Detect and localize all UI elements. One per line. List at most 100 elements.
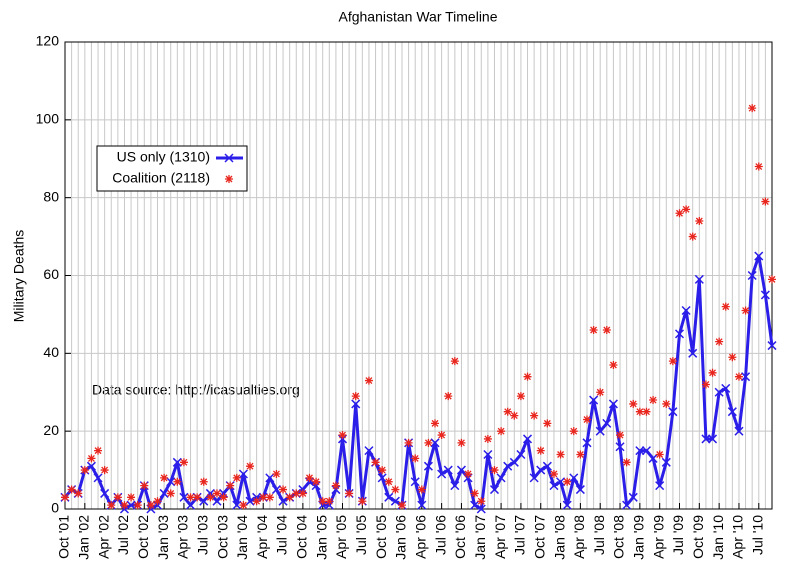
coalition-point <box>431 419 440 428</box>
coalition-point <box>761 197 770 206</box>
us-point <box>384 492 394 502</box>
coalition-point <box>701 380 710 389</box>
coalition-point <box>199 477 208 486</box>
coalition-point <box>358 497 367 506</box>
coalition-point <box>345 489 354 498</box>
us-point <box>199 496 209 506</box>
coalition-point <box>563 477 572 486</box>
us-point <box>536 465 546 475</box>
coalition-point <box>510 411 519 420</box>
x-tick-label: Oct '05 <box>373 515 389 559</box>
us-point <box>245 496 255 506</box>
legend-box <box>96 145 248 192</box>
coalition-point <box>708 368 717 377</box>
x-tick-label: Apr '03 <box>175 515 191 559</box>
us-point <box>582 438 592 448</box>
coalition-point <box>741 306 750 315</box>
us-point <box>714 387 724 397</box>
us-point <box>615 442 625 452</box>
us-point <box>166 477 176 487</box>
y-tick-label: 40 <box>43 344 59 360</box>
coalition-point <box>351 392 360 401</box>
us-point <box>470 500 480 510</box>
coalition-point <box>457 438 466 447</box>
us-point <box>265 473 275 483</box>
coalition-point <box>721 302 730 311</box>
coalition-point <box>371 458 380 467</box>
x-tick-label: Jan '04 <box>234 515 250 560</box>
coalition-point <box>298 489 307 498</box>
us-point <box>238 469 248 479</box>
coalition-point <box>516 392 525 401</box>
x-tick-label: Jan '05 <box>313 515 329 560</box>
x-tick-label: Jul '07 <box>512 515 528 555</box>
x-tick-label: Oct '04 <box>294 515 310 559</box>
coalition-point <box>219 493 228 502</box>
coalition-point <box>259 493 268 502</box>
x-tick-label: Jul '05 <box>353 515 369 555</box>
coalition-point <box>549 469 558 478</box>
us-point <box>549 481 559 491</box>
us-point <box>529 473 539 483</box>
coalition-point <box>483 434 492 443</box>
us-point <box>450 481 460 491</box>
coalition-point <box>609 361 618 370</box>
us-point <box>423 461 433 471</box>
x-tick-label: Apr '05 <box>333 515 349 559</box>
coalition-point <box>292 489 301 498</box>
x-tick-label: Jul '02 <box>115 515 131 555</box>
us-point <box>721 383 731 393</box>
us-point <box>661 457 671 467</box>
coalition-point <box>682 205 691 214</box>
x-tick-label: Jul '10 <box>749 515 765 555</box>
x-tick-label: Oct '07 <box>531 515 547 559</box>
coalition-point <box>734 372 743 381</box>
coalition-point <box>622 458 631 467</box>
coalition-point <box>107 501 116 510</box>
x-tick-label: Oct '09 <box>690 515 706 559</box>
x-tick-label: Oct '06 <box>452 515 468 559</box>
x-tick-label: Jul '03 <box>194 515 210 555</box>
coalition-point <box>312 477 321 486</box>
coalition-point <box>497 427 506 436</box>
coalition-point <box>589 325 598 334</box>
x-tick-label: Oct '02 <box>135 515 151 559</box>
coalition-point <box>503 407 512 416</box>
coalition-point <box>246 462 255 471</box>
coalition-point <box>437 431 446 440</box>
us-point <box>172 457 182 467</box>
coalition-point <box>153 497 162 506</box>
coalition-point <box>140 481 149 490</box>
coalition-point <box>688 232 697 241</box>
us-point <box>641 446 651 456</box>
coalition-point <box>318 497 327 506</box>
us-point <box>674 329 685 339</box>
coalition-point <box>411 454 420 463</box>
us-point <box>278 496 288 506</box>
coalition-point <box>464 469 473 478</box>
coalition-point <box>378 466 387 475</box>
us-point <box>681 305 691 316</box>
x-tick-label: Jan '03 <box>155 515 171 560</box>
coalition-point <box>239 501 248 510</box>
us-point <box>509 457 519 467</box>
coalition-point <box>602 325 611 334</box>
coalition-point <box>285 493 294 502</box>
coalition-point <box>173 477 182 486</box>
y-tick-label: 0 <box>51 500 59 516</box>
coalition-point <box>186 493 195 502</box>
coalition-point <box>80 466 89 475</box>
us-point <box>503 461 513 471</box>
us-point <box>760 290 770 300</box>
coalition-point <box>61 493 69 502</box>
us-point <box>159 488 169 498</box>
coalition-point <box>94 446 103 455</box>
coalition-point <box>556 450 565 459</box>
coalition-point <box>715 337 724 346</box>
coalition-point <box>146 501 155 510</box>
coalition-point <box>616 431 625 440</box>
coalition-point <box>450 357 459 366</box>
chart-title: Afghanistan War Timeline <box>339 9 498 25</box>
coalition-point <box>444 392 453 401</box>
coalition-point <box>364 376 373 385</box>
